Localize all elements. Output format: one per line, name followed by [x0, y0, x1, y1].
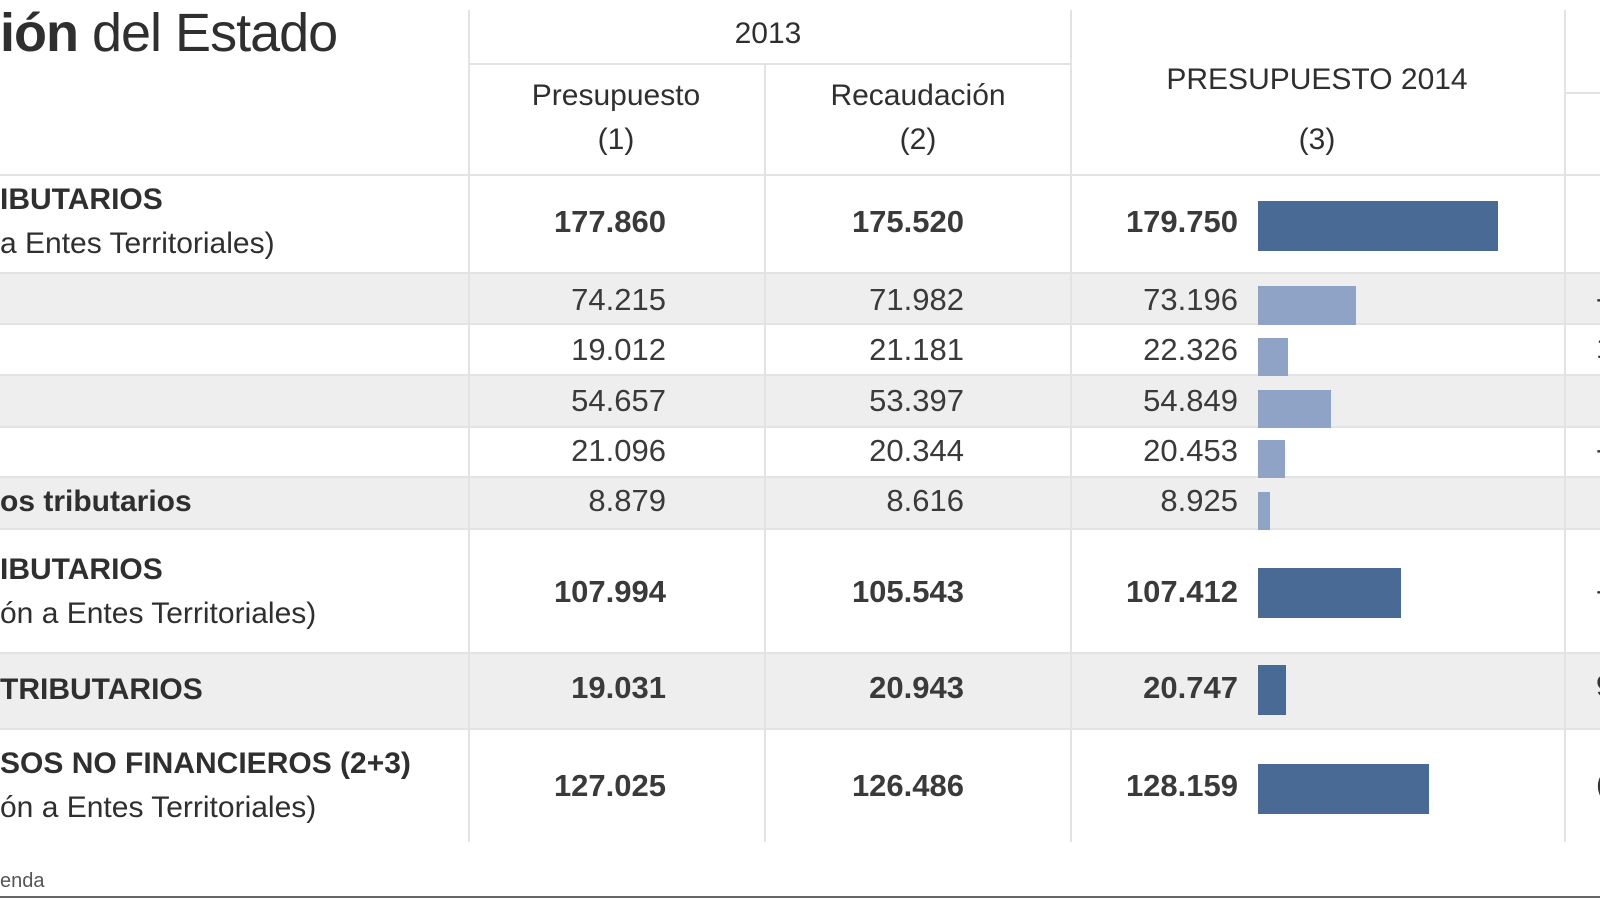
- row-band: [0, 477, 1600, 529]
- budget-2013-header: Presupuesto (1): [531, 79, 701, 156]
- budget-2014-bar: [1258, 338, 1288, 376]
- budget-2014-bar: [1258, 764, 1429, 814]
- budget-2014-value: 20.453: [1143, 433, 1238, 468]
- budget-2014-bar: [1258, 665, 1286, 715]
- bottom-rule: [0, 896, 1600, 898]
- budget-2014-bar: [1258, 440, 1285, 478]
- collection-2013-value: 105.543: [851, 574, 964, 609]
- row-label: os tributarios: [0, 485, 192, 518]
- budget-2014-value: 73.196: [1143, 282, 1238, 317]
- cut-off-value: -: [1596, 574, 1600, 608]
- row-divider: [0, 272, 1600, 274]
- collection-2013-value: 8.616: [886, 483, 964, 518]
- budget-2014-header: PRESUPUESTO 2014 (3): [1166, 63, 1468, 156]
- year-header: 2013: [734, 17, 802, 50]
- budget-2013-value: 21.096: [571, 433, 666, 468]
- row-divider: [0, 426, 1600, 428]
- source-note: enda: [0, 870, 45, 892]
- budget-2014-bar: [1258, 390, 1331, 428]
- collection-2013-value: 126.486: [851, 768, 964, 803]
- collection-2013-value: 175.520: [851, 204, 964, 239]
- budget-2013-value: 8.879: [588, 483, 666, 518]
- cut-off-value: (: [1596, 768, 1600, 802]
- collection-2013-value: 20.344: [869, 433, 964, 468]
- budget-2014-bar: [1258, 286, 1356, 325]
- budget-2014-value: 107.412: [1125, 574, 1238, 609]
- budget-2014-value: 22.326: [1143, 332, 1238, 367]
- budget-2014-bar: [1258, 492, 1270, 530]
- collection-2013-value: 21.181: [869, 332, 964, 367]
- row-divider: [0, 174, 1600, 176]
- budget-2013-value: 107.994: [553, 574, 666, 609]
- cut-off-value: 1: [1596, 332, 1600, 366]
- row-divider: [0, 374, 1600, 376]
- collection-2013-header: Recaudación (2): [830, 79, 1006, 156]
- cut-off-value: -: [1596, 282, 1600, 316]
- collection-2013-value: 71.982: [869, 282, 964, 317]
- budget-2013-value: 74.215: [571, 282, 666, 317]
- row-label: SOS NO FINANCIEROS (2+3) ón a Entes Terri…: [0, 747, 411, 824]
- page-title: ión del Estado: [0, 3, 338, 63]
- budget-2013-value: 54.657: [571, 383, 666, 418]
- header-divider: [1566, 92, 1600, 94]
- collection-2013-value: 53.397: [869, 383, 964, 418]
- budget-2014-value: 8.925: [1160, 483, 1238, 518]
- row-divider: [0, 652, 1600, 654]
- collection-2013-value: 20.943: [869, 670, 964, 705]
- budget-2014-bar: [1258, 568, 1401, 618]
- row-divider: [0, 476, 1600, 478]
- budget-2014-value: 20.747: [1143, 670, 1238, 705]
- row-label: IBUTARIOS ón a Entes Territoriales): [0, 553, 317, 630]
- row-label: IBUTARIOS a Entes Territoriales): [0, 183, 275, 260]
- row-label: TRIBUTARIOS: [0, 673, 203, 706]
- row-divider: [0, 323, 1600, 325]
- row-divider: [0, 528, 1600, 530]
- budget-2014-value: 179.750: [1125, 204, 1238, 239]
- budget-2013-value: 127.025: [553, 768, 666, 803]
- budget-2014-value: 128.159: [1125, 768, 1238, 803]
- column-divider: [764, 64, 766, 842]
- row-divider: [0, 728, 1600, 730]
- row-band: [0, 376, 1600, 426]
- cut-off-value: 9: [1596, 670, 1600, 704]
- cut-off-value: -: [1596, 433, 1600, 467]
- budget-2014-value: 54.849: [1143, 383, 1238, 418]
- budget-2013-value: 19.012: [571, 332, 666, 367]
- budget-2013-value: 177.860: [553, 204, 666, 239]
- budget-2014-bar: [1258, 201, 1498, 251]
- header-divider: [468, 63, 1072, 65]
- budget-2013-value: 19.031: [571, 670, 666, 705]
- row-band: [0, 653, 1600, 729]
